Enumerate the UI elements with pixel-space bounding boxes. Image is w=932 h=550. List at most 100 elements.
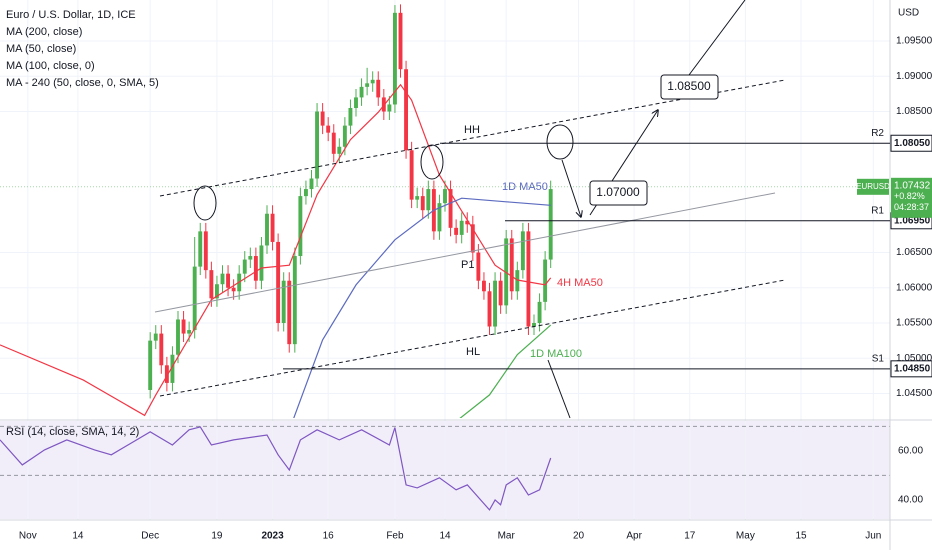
chart-title: Euro / U.S. Dollar, 1D, ICE	[6, 9, 136, 21]
candle-body	[454, 227, 459, 235]
x-tick-label: Jun	[865, 531, 881, 542]
candle-body	[281, 280, 286, 324]
channel-upper	[159, 79, 786, 197]
drawings	[154, 0, 786, 419]
candle-body	[248, 256, 253, 260]
circle	[193, 185, 217, 221]
candle-body	[481, 280, 486, 292]
candle-body	[331, 132, 336, 154]
candle-body	[537, 301, 542, 324]
candle-body	[253, 256, 258, 281]
candle-body	[548, 189, 553, 260]
candle-body	[443, 189, 447, 204]
channel-lower	[159, 279, 786, 397]
price-box	[891, 177, 932, 218]
x-tick-label: 17	[684, 531, 696, 542]
x-tick-label: 15	[795, 531, 807, 542]
candle-body	[176, 319, 180, 355]
rsi-title: RSI (14, close, SMA, 14, 2)	[6, 426, 139, 438]
x-tick-label: Nov	[19, 531, 37, 542]
annotation: 1D MA100	[530, 348, 582, 360]
candle-body	[303, 189, 308, 197]
last-price: 1.07432	[894, 180, 931, 191]
candle-body	[159, 333, 164, 366]
candle-body	[515, 270, 520, 292]
candle-body	[315, 111, 320, 179]
x-tick-label: Feb	[386, 531, 404, 542]
candle-body	[287, 280, 292, 345]
y-tick-label: 1.05000	[896, 353, 932, 364]
rsi-line	[0, 426, 552, 511]
candle-body	[203, 231, 208, 271]
x-tick-label: 14	[72, 531, 84, 542]
price-box	[589, 180, 648, 206]
candle-body	[532, 323, 536, 327]
candle-body	[459, 220, 464, 235]
candle-body	[153, 333, 158, 341]
candle-body	[543, 259, 548, 302]
candle-body	[426, 189, 431, 211]
moving-average	[0, 83, 552, 417]
candle-body	[214, 284, 219, 299]
level-box	[890, 360, 932, 378]
circle	[546, 124, 574, 160]
symbol-box	[857, 178, 889, 195]
indicator: MA (200, close)	[6, 26, 82, 38]
candle-body	[437, 203, 442, 232]
indicator: MA - 240 (50, close, 0, SMA, 5)	[6, 77, 159, 89]
candle-body	[226, 273, 231, 288]
candle-body	[164, 365, 169, 383]
candle-body	[209, 270, 214, 299]
annotations: HH HL P1 1D MA50 4H MA50 1D MA100 1.0850…	[461, 74, 719, 360]
y-tick-label: 60.00	[898, 446, 923, 457]
candle-body	[242, 259, 247, 274]
y-tick-label: 1.06000	[896, 282, 932, 293]
x-tick-label: 19	[211, 531, 223, 542]
candle-body	[476, 252, 481, 281]
level-name: R1	[871, 205, 884, 216]
x-tick-label: Apr	[626, 531, 642, 542]
indicator: MA (50, close)	[6, 43, 76, 55]
x-tick-label: 2023	[261, 531, 284, 542]
level-label: 1.04850	[894, 363, 931, 374]
annotation: P1	[461, 259, 474, 271]
candle-body	[392, 12, 397, 105]
x-tick-label: 14	[439, 531, 451, 542]
candle-body	[398, 12, 403, 70]
candle-body	[320, 111, 325, 126]
line	[688, 0, 746, 76]
candle-body	[520, 231, 525, 271]
annotation: 4H MA50	[557, 277, 603, 289]
arrow	[561, 159, 581, 217]
candle-body	[465, 220, 470, 225]
candle-body	[409, 150, 414, 200]
symbol: EURUSD	[856, 182, 890, 191]
moving-average	[459, 324, 552, 418]
candle-body	[192, 266, 197, 331]
y-tick-label: 1.09000	[896, 71, 932, 82]
price-change: +0.82%	[894, 191, 925, 201]
level-box	[890, 134, 932, 152]
y-tick-label: 1.04500	[896, 388, 932, 399]
candle-body	[348, 107, 353, 126]
x-tick-label: Mar	[498, 531, 516, 542]
candle-body	[220, 273, 225, 285]
candle-body	[354, 97, 358, 108]
candle-body	[493, 280, 498, 327]
candle-body	[526, 231, 531, 327]
candle-body	[326, 125, 331, 133]
line	[547, 359, 571, 419]
indicator: MA (100, close, 0)	[6, 60, 95, 72]
annotation: 1.07000	[596, 185, 640, 199]
candle-body	[198, 231, 203, 267]
price-box	[660, 74, 719, 100]
candle-body	[365, 83, 370, 87]
candle-body	[448, 189, 453, 228]
x-tick-label: 20	[573, 531, 585, 542]
circle	[420, 144, 444, 180]
candle-body	[376, 79, 381, 98]
candle-body	[298, 196, 303, 257]
candle-body	[404, 69, 409, 151]
candle-body	[370, 79, 375, 84]
candle-body	[309, 178, 314, 190]
